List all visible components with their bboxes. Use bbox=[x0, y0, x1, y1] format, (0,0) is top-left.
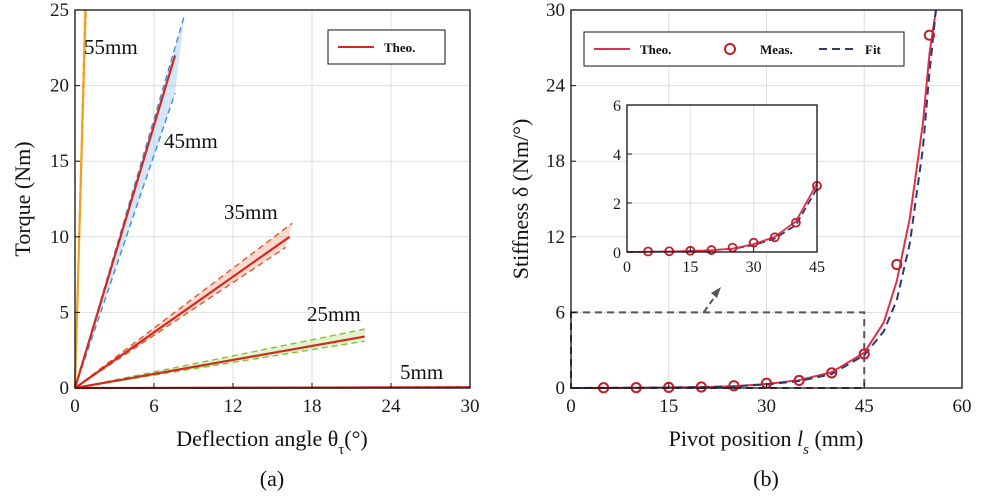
theo-line-45mm bbox=[73, 55, 177, 389]
label-5mm: 5mm bbox=[400, 360, 443, 384]
panel-b-x-tick-label: 15 bbox=[659, 396, 678, 417]
legend-theo-label: Theo. bbox=[384, 40, 415, 55]
panel-a-x-tick-label: 24 bbox=[382, 396, 402, 417]
panel-a-plot-area bbox=[75, 10, 470, 388]
panel-b-x-axis-label: Pivot position ls (mm) bbox=[669, 426, 864, 458]
panel-a-y-axis-label: Torque (Nm) bbox=[10, 141, 35, 256]
panel-b-y-tick-label: 24 bbox=[546, 76, 566, 97]
panel-a-x-tick-label: 6 bbox=[149, 396, 159, 417]
panel-a-frame bbox=[74, 9, 471, 389]
panel-a: 0 6 12 18 24 30 0 5 10 15 20 25 55mm 45mm 35mm 25m… bbox=[10, 0, 480, 491]
panel-a-y-tick-label: 25 bbox=[50, 0, 69, 21]
inset-measured-point bbox=[685, 245, 696, 256]
panel-b-x-tick-label: 30 bbox=[757, 396, 776, 417]
label-35mm: 35mm bbox=[224, 200, 278, 224]
panel-a-y-tick-label: 10 bbox=[50, 227, 69, 248]
panel-a-grid bbox=[75, 10, 470, 388]
label-45mm: 45mm bbox=[164, 129, 218, 153]
panel-a-y-tick-label: 0 bbox=[60, 378, 70, 399]
measured-point bbox=[728, 380, 740, 392]
inset-grid bbox=[627, 105, 817, 252]
measured-point bbox=[695, 381, 707, 393]
panel-b-x-tick-label: 45 bbox=[855, 396, 874, 417]
inset-y-ticks: 0 2 4 6 bbox=[613, 98, 632, 262]
inset-x-tick-label: 45 bbox=[809, 259, 825, 276]
zoom-arrow-head bbox=[711, 287, 721, 298]
inset-measured-point bbox=[769, 232, 780, 243]
legend-fit-label: Fit bbox=[865, 42, 882, 57]
inset-measured-point bbox=[748, 237, 759, 248]
panel-b-y-tick-label: 6 bbox=[556, 302, 566, 323]
panel-b-y-axis-label: Stiffness δ (Nm/°) bbox=[508, 119, 533, 280]
band-upper-35mm bbox=[74, 222, 293, 389]
panel-b-y-ticks: 0 6 12 18 24 30 bbox=[546, 0, 576, 399]
theo-line-25mm bbox=[74, 335, 365, 390]
panel-a-x-axis-label: Deflection angle θτ(°) bbox=[176, 426, 368, 458]
inset-measured-point bbox=[706, 245, 717, 255]
panel-b-x-ticks: 0 15 30 45 60 bbox=[566, 383, 972, 417]
label-25mm: 25mm bbox=[307, 302, 361, 326]
inset-y-tick-label: 4 bbox=[613, 147, 621, 164]
panel-a-x-tick-label: 12 bbox=[224, 396, 243, 417]
panel-a-y-ticks: 0 5 10 15 20 25 bbox=[50, 0, 80, 399]
inset-y-tick-label: 6 bbox=[613, 98, 621, 115]
inset-x-ticks: 0 15 30 45 bbox=[623, 247, 825, 276]
panel-b-x-tick-label: 0 bbox=[566, 396, 576, 417]
measured-point bbox=[923, 29, 936, 41]
panel-b-y-tick-label: 0 bbox=[556, 378, 566, 399]
zoom-arrow bbox=[703, 287, 721, 313]
panel-b-y-tick-label: 18 bbox=[546, 151, 565, 172]
panel-a-caption: (a) bbox=[260, 466, 284, 491]
panel-b-y-tick-label: 12 bbox=[546, 227, 565, 248]
inset-x-tick-label: 15 bbox=[682, 259, 698, 276]
legend-meas-marker bbox=[724, 43, 736, 55]
inset-measured-point bbox=[664, 246, 675, 257]
panel-b-caption: (b) bbox=[753, 466, 779, 491]
measured-point bbox=[826, 367, 838, 379]
inset-x-tick-label: 0 bbox=[623, 259, 631, 276]
panel-a-x-tick-label: 0 bbox=[70, 396, 80, 417]
theo-line-55mm bbox=[73, 9, 87, 389]
panel-b-inset: 0 15 30 45 0 2 4 6 bbox=[613, 98, 825, 276]
inset-y-tick-label: 0 bbox=[613, 245, 621, 262]
legend-meas-label: Meas. bbox=[760, 42, 793, 57]
label-55mm: 55mm bbox=[84, 35, 138, 59]
band-lower-45mm bbox=[74, 92, 176, 389]
panel-b-legend-box bbox=[583, 31, 905, 67]
measured-point bbox=[858, 348, 870, 360]
panel-b-x-tick-label: 60 bbox=[953, 396, 972, 417]
panel-a-y-tick-label: 20 bbox=[50, 76, 69, 97]
panel-a-x-ticks: 0 6 12 18 24 30 bbox=[70, 383, 480, 417]
band-lower-25mm bbox=[74, 340, 365, 389]
measured-point bbox=[793, 374, 805, 387]
panel-b-y-tick-label: 30 bbox=[546, 0, 565, 21]
panel-b-legend: Theo. Meas. Fit bbox=[583, 31, 905, 67]
measured-point bbox=[891, 258, 903, 271]
panel-a-x-tick-label: 30 bbox=[461, 396, 480, 417]
panel-a-legend: Theo. bbox=[327, 29, 446, 65]
inset-x-tick-label: 30 bbox=[746, 259, 762, 276]
inset-measured-point bbox=[790, 217, 801, 228]
legend-theo-label: Theo. bbox=[640, 42, 671, 57]
panel-a-x-tick-label: 18 bbox=[303, 396, 322, 417]
theo-line-35mm bbox=[74, 235, 291, 389]
panel-a-y-tick-label: 5 bbox=[60, 302, 70, 323]
inset-plot-area bbox=[627, 105, 817, 252]
panel-a-y-tick-label: 15 bbox=[50, 151, 69, 172]
inset-y-tick-label: 2 bbox=[613, 196, 621, 213]
inset-frame bbox=[626, 104, 818, 253]
